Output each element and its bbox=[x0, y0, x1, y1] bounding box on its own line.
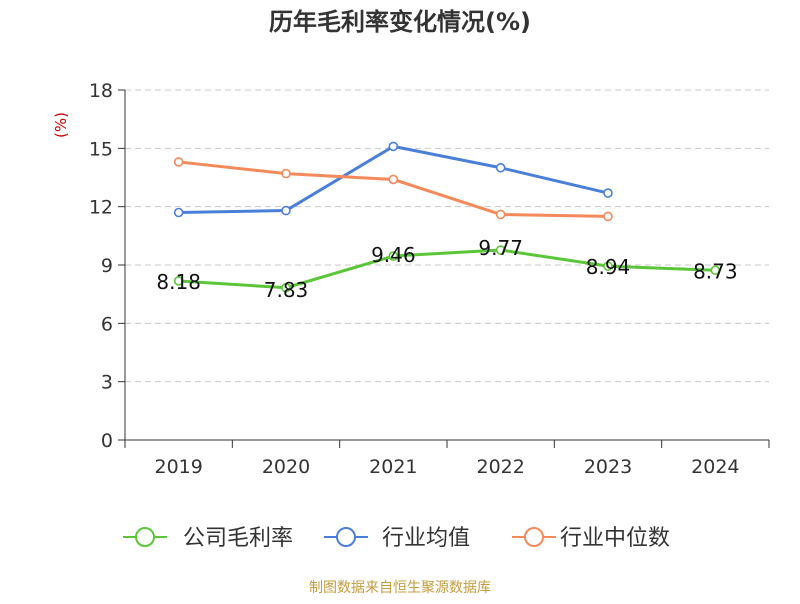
y-tick-label-18: 18 bbox=[89, 80, 113, 102]
data-label-2019: 8.18 bbox=[156, 270, 201, 294]
data-label-2024: 8.73 bbox=[693, 259, 738, 283]
y-tick-label-9: 9 bbox=[101, 255, 113, 277]
data-label-2023: 8.94 bbox=[586, 255, 631, 279]
x-tick-label-2020: 2020 bbox=[262, 456, 310, 478]
legend-label-2: 行业中位数 bbox=[560, 526, 670, 551]
point-s0-2023 bbox=[603, 261, 613, 271]
legend-marker-0 bbox=[135, 527, 155, 547]
legend-layer: 公司毛利率 行业均值 行业中位数 bbox=[123, 526, 670, 551]
data-label-2021: 9.46 bbox=[371, 243, 416, 267]
x-tick-label-2021: 2021 bbox=[369, 456, 417, 478]
point-s1-2019 bbox=[173, 207, 184, 218]
point-s0-2021 bbox=[388, 251, 399, 261]
y-tick-label-6: 6 bbox=[101, 313, 113, 335]
series-layer bbox=[173, 141, 721, 293]
point-s0-2022 bbox=[495, 245, 506, 255]
y-tick-label-0: 0 bbox=[101, 430, 113, 452]
legend-marker-2 bbox=[524, 527, 544, 547]
labels-layer: 8.18 7.83 9.46 9.77 8.94 8.73 bbox=[156, 236, 737, 302]
x-tick-label-2019: 2019 bbox=[154, 456, 202, 478]
grid-layer bbox=[125, 89, 769, 383]
y-tick-label-3: 3 bbox=[101, 372, 113, 394]
point-s1-2023 bbox=[603, 188, 613, 198]
point-s2-2020 bbox=[281, 168, 291, 179]
x-tick-label-2022: 2022 bbox=[476, 456, 524, 478]
series-line-2 bbox=[178, 160, 609, 218]
point-s1-2022 bbox=[495, 162, 506, 173]
axis-layer: 0 3 6 9 12 15 18 2019 2020 2021 2022 2023 2024 bbox=[89, 80, 770, 478]
point-s2-2023 bbox=[603, 211, 613, 222]
y-tick-label-15: 15 bbox=[89, 138, 113, 160]
x-tick-label-2024: 2024 bbox=[691, 456, 739, 478]
series-line-0 bbox=[178, 248, 716, 290]
point-s2-2021 bbox=[388, 174, 399, 185]
chart-title: 历年毛利率变化情况(%) bbox=[269, 8, 531, 36]
legend-marker-1 bbox=[336, 527, 356, 547]
x-tick-label-2023: 2023 bbox=[584, 456, 632, 478]
point-s2-2019 bbox=[173, 157, 184, 167]
y-tick-label-12: 12 bbox=[89, 197, 113, 219]
point-s1-2021 bbox=[388, 141, 399, 152]
point-s0-2019 bbox=[173, 276, 184, 286]
point-s0-2024 bbox=[710, 265, 721, 276]
source-text: 制图数据来自恒生聚源数据库 bbox=[309, 580, 491, 596]
data-label-2022: 9.77 bbox=[478, 236, 523, 260]
y-axis-label: (%) bbox=[52, 112, 70, 138]
legend-label-1: 行业均值 bbox=[382, 526, 470, 551]
data-label-2020: 7.83 bbox=[264, 278, 309, 302]
legend-label-0: 公司毛利率 bbox=[183, 526, 293, 551]
point-s2-2022 bbox=[495, 209, 506, 220]
point-s0-2020 bbox=[281, 282, 291, 293]
point-s1-2020 bbox=[281, 205, 291, 216]
